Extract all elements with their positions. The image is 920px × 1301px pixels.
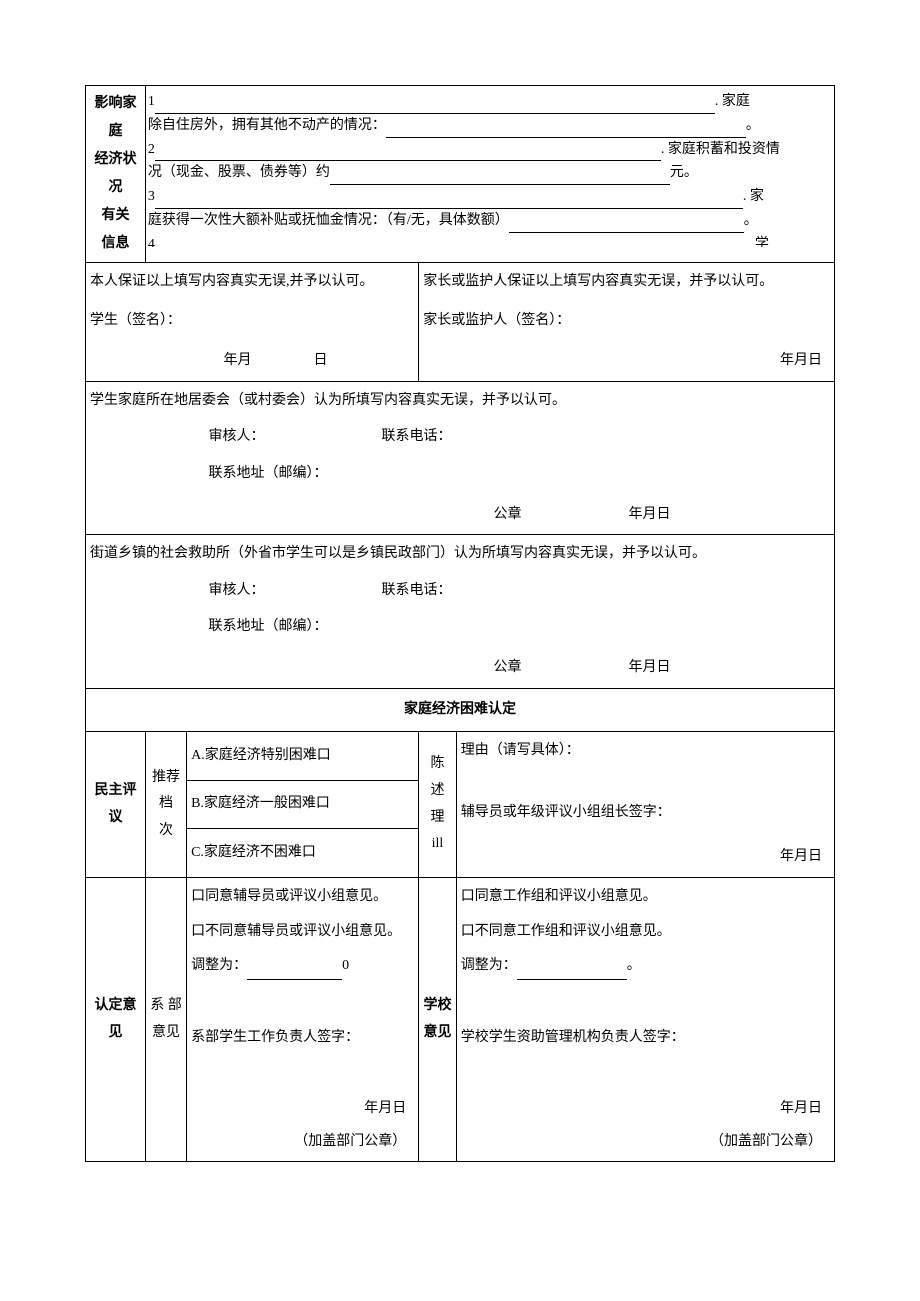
opinion-label: 认定意见 bbox=[86, 877, 146, 1162]
dept-label: 系 部意见 bbox=[145, 877, 186, 1162]
factors-label: 影响家庭 经济状况 有关 信息 bbox=[86, 86, 146, 263]
committee-block: 学生家庭所在地居委会（或村委会）认为所填写内容真实无误，并予以认可。 审核人： … bbox=[86, 381, 835, 534]
review-option-b[interactable]: B.家庭经济一般困难口 bbox=[187, 780, 419, 829]
school-opinion: 口同意工作组和评议小组意见。 口不同意工作组和评议小组意见。 调整为：。 学校学… bbox=[456, 877, 834, 1162]
reason-label: 陈 述 理 ill bbox=[419, 732, 456, 878]
dept-opinion: 口同意辅导员或评议小组意见。 口不同意辅导员或评议小组意见。 调整为：0 系部学… bbox=[187, 877, 419, 1162]
review-label: 民主评议 bbox=[86, 732, 146, 878]
student-declare: 本人保证以上填写内容真实无误,并予以认可。 学生（签名）： 年月 日 bbox=[86, 263, 419, 382]
factors-content: 1. 家庭 除自住房外，拥有其他不动产的情况：。 2. 家庭积蓄和投资情 况（现… bbox=[145, 86, 834, 263]
guardian-declare: 家长或监护人保证以上填写内容真实无误，并予以认可。 家长或监护人（签名）： 年月… bbox=[419, 263, 835, 382]
township-block: 街道乡镇的社会救助所（外省市学生可以是乡镇民政部门）认为所填写内容真实无误，并予… bbox=[86, 535, 835, 688]
school-label: 学校意见 bbox=[419, 877, 456, 1162]
form-table: 影响家庭 经济状况 有关 信息 1. 家庭 除自住房外，拥有其他不动产的情况：。… bbox=[85, 85, 835, 1162]
review-sublabel: 推荐档次 bbox=[145, 732, 186, 878]
review-option-c[interactable]: C.家庭经济不困难口 bbox=[187, 829, 419, 878]
review-option-a[interactable]: A.家庭经济特别困难口 bbox=[187, 732, 419, 781]
section-title: 家庭经济困难认定 bbox=[86, 688, 835, 732]
reason-content: 理由（请写具体）： 辅导员或年级评议小组组长签字： 年月日 bbox=[456, 732, 834, 878]
